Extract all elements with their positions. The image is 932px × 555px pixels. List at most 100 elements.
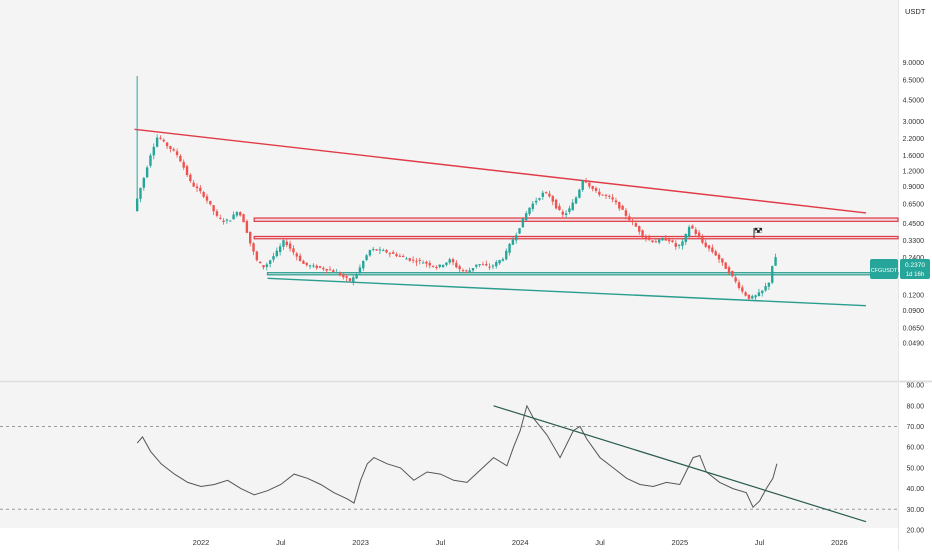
candle-body[interactable]	[498, 260, 501, 264]
candle-body[interactable]	[159, 137, 162, 139]
candle-body[interactable]	[524, 213, 528, 221]
candle-body[interactable]	[192, 182, 195, 187]
candle-body[interactable]	[362, 260, 365, 269]
candle-body[interactable]	[691, 225, 694, 229]
candle-body[interactable]	[345, 276, 348, 278]
candle-body[interactable]	[219, 217, 222, 219]
candle-body[interactable]	[252, 243, 255, 252]
candle-body[interactable]	[418, 259, 421, 261]
candle-body[interactable]	[295, 253, 298, 257]
candle-body[interactable]	[382, 250, 385, 252]
candle-body[interactable]	[445, 262, 448, 265]
candle-body[interactable]	[654, 241, 658, 243]
candle-body[interactable]	[282, 240, 285, 247]
candle-body[interactable]	[182, 161, 185, 168]
candle-body[interactable]	[179, 155, 182, 162]
candle-body[interactable]	[571, 202, 574, 211]
checkered-flag-icon[interactable]	[759, 230, 763, 233]
candle-body[interactable]	[278, 246, 282, 252]
candle-body[interactable]	[165, 142, 169, 147]
descending-resistance-trendline[interactable]	[134, 128, 867, 214]
candle-body[interactable]	[405, 258, 408, 260]
candle-body[interactable]	[548, 193, 551, 197]
candle-body[interactable]	[767, 282, 771, 287]
candle-body[interactable]	[175, 151, 179, 156]
candle-body[interactable]	[388, 253, 392, 255]
candle-body[interactable]	[681, 241, 684, 246]
candle-body[interactable]	[335, 272, 338, 274]
candle-body[interactable]	[638, 226, 641, 232]
resistance-zone-lower[interactable]	[253, 235, 899, 240]
candle-body[interactable]	[724, 262, 727, 269]
candle-body[interactable]	[249, 231, 252, 244]
candle-body[interactable]	[661, 238, 664, 241]
candle-body[interactable]	[491, 265, 495, 267]
candle-body[interactable]	[172, 149, 175, 151]
candle-body[interactable]	[651, 240, 654, 243]
candle-body[interactable]	[687, 227, 691, 237]
candle-body[interactable]	[601, 194, 604, 196]
candle-body[interactable]	[189, 174, 192, 182]
candle-body[interactable]	[634, 223, 638, 227]
candle-body[interactable]	[448, 259, 451, 263]
candle-body[interactable]	[674, 243, 678, 247]
candle-body[interactable]	[431, 265, 435, 267]
candle-body[interactable]	[352, 277, 355, 282]
candle-body[interactable]	[591, 186, 594, 189]
candle-body[interactable]	[757, 292, 761, 297]
candle-body[interactable]	[741, 287, 744, 292]
candle-body[interactable]	[727, 267, 731, 274]
candle-body[interactable]	[372, 248, 375, 250]
candle-body[interactable]	[584, 180, 588, 183]
candle-body[interactable]	[521, 218, 525, 228]
candle-body[interactable]	[199, 187, 202, 192]
candle-body[interactable]	[754, 295, 757, 298]
candle-body[interactable]	[322, 267, 325, 270]
candle-body[interactable]	[435, 266, 438, 268]
candle-body[interactable]	[505, 250, 508, 260]
candle-body[interactable]	[155, 137, 159, 147]
candle-body[interactable]	[621, 205, 624, 210]
candle-body[interactable]	[608, 195, 611, 197]
candle-body[interactable]	[684, 234, 687, 243]
candle-body[interactable]	[711, 247, 714, 252]
candle-body[interactable]	[288, 243, 292, 249]
candle-body[interactable]	[697, 232, 701, 238]
candle-body[interactable]	[441, 264, 445, 267]
candle-body[interactable]	[302, 260, 305, 264]
candle-body[interactable]	[398, 255, 402, 257]
candle-body[interactable]	[531, 203, 535, 209]
candle-body[interactable]	[564, 213, 568, 215]
candle-body[interactable]	[475, 264, 478, 267]
candle-body[interactable]	[272, 256, 275, 260]
candle-body[interactable]	[239, 212, 242, 216]
candle-body[interactable]	[644, 235, 648, 239]
candle-body[interactable]	[518, 228, 521, 234]
candle-body[interactable]	[598, 191, 601, 195]
candle-body[interactable]	[495, 262, 498, 267]
candle-body[interactable]	[152, 146, 155, 156]
candle-body[interactable]	[258, 261, 262, 264]
candle-body[interactable]	[342, 274, 345, 278]
symbol-badge[interactable]	[870, 259, 898, 279]
candle-body[interactable]	[222, 220, 225, 222]
candle-body[interactable]	[312, 265, 315, 267]
candle-body[interactable]	[501, 259, 505, 261]
candle-body[interactable]	[401, 255, 405, 257]
candle-body[interactable]	[451, 259, 455, 263]
candle-body[interactable]	[515, 235, 518, 241]
candle-body[interactable]	[694, 229, 697, 234]
candle-body[interactable]	[385, 250, 388, 253]
candle-body[interactable]	[308, 265, 312, 267]
candle-body[interactable]	[771, 266, 774, 283]
candle-body[interactable]	[554, 199, 558, 209]
candle-body[interactable]	[731, 270, 734, 277]
candle-body[interactable]	[618, 202, 621, 209]
candle-body[interactable]	[318, 266, 322, 268]
candle-body[interactable]	[375, 249, 378, 251]
candle-body[interactable]	[195, 186, 199, 189]
candle-body[interactable]	[538, 198, 541, 200]
rsi-trendline[interactable]	[493, 405, 867, 523]
candle-body[interactable]	[235, 212, 239, 216]
